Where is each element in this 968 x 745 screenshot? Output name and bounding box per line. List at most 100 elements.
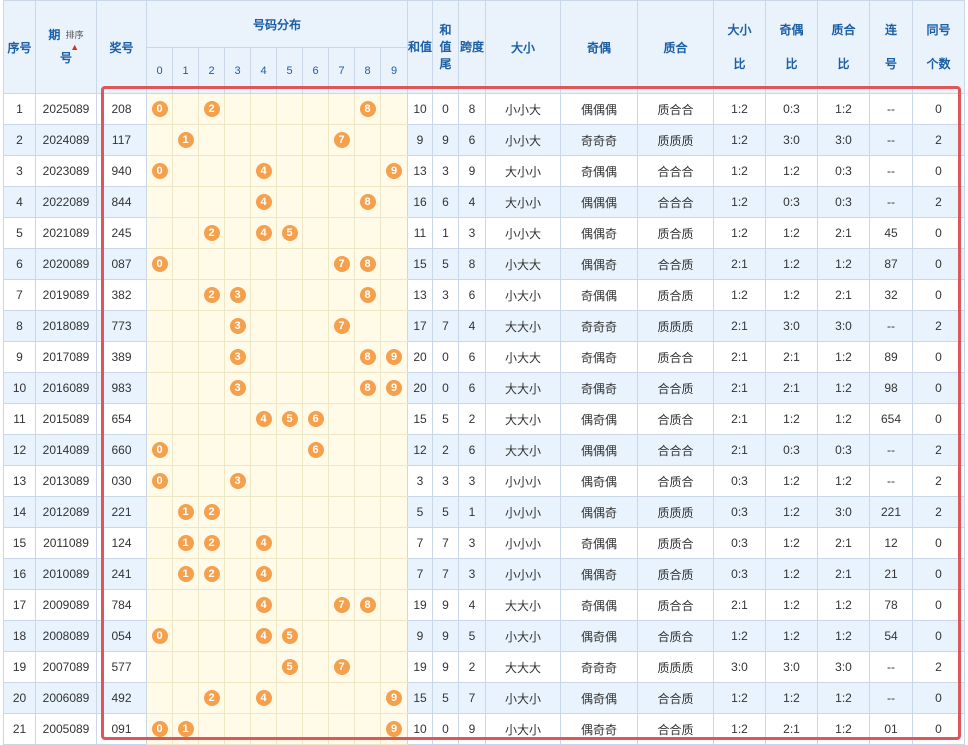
cell-oe-ratio: 2:1 <box>765 713 818 745</box>
cell-distribution-5: 5 <box>276 651 303 683</box>
cell-same-count: 0 <box>912 155 965 187</box>
cell-big-small: 小小小 <box>485 558 561 590</box>
cell-consecutive: -- <box>869 155 913 187</box>
cell-consecutive: 21 <box>869 558 913 590</box>
cell-same-count: 2 <box>912 651 965 683</box>
cell-distribution-7 <box>328 465 355 497</box>
cell-distribution-2: 2 <box>198 527 225 559</box>
table-row: 10 2016089 983 3 8 9 20 0 6 大大小 奇偶奇 合合质 2:1 2:1 1:2 98 0 <box>3 372 965 404</box>
number-ball: 0 <box>151 628 168 644</box>
cell-bs-ratio: 2:1 <box>713 589 766 621</box>
table-row: 7 2019089 382 2 3 8 13 3 6 小大小 奇偶偶 质合质 1:2 1:2 2:1 32 0 <box>3 279 965 311</box>
cell-oe-ratio: 1:2 <box>765 217 818 249</box>
cell-distribution-4: 4 <box>250 527 277 559</box>
cell-distribution-3 <box>224 124 251 156</box>
digit-header-1: 1 <box>172 47 199 94</box>
cell-distribution-6 <box>302 93 329 125</box>
col-header-distribution: 号码分布 <box>146 0 408 48</box>
col-header-period[interactable]: 期 排序 ▲ 号 <box>35 0 97 94</box>
cell-distribution-8: 8 <box>354 248 381 280</box>
cell-oe-ratio: 0:3 <box>765 186 818 218</box>
cell-distribution-0: 0 <box>146 155 173 187</box>
digit-header-0: 0 <box>146 47 173 94</box>
cell-distribution-6 <box>302 558 329 590</box>
cell-same-count: 0 <box>912 217 965 249</box>
number-ball: 8 <box>359 287 376 303</box>
cell-sum-tail: 9 <box>432 589 459 621</box>
cell-period: 2015089 <box>35 403 97 435</box>
cell-oe-ratio: 1:2 <box>765 496 818 528</box>
cell-sum-tail: 0 <box>432 341 459 373</box>
cell-distribution-0 <box>146 186 173 218</box>
cell-distribution-1 <box>172 465 199 497</box>
cell-pc-ratio: 0:3 <box>817 186 870 218</box>
cell-distribution-0 <box>146 496 173 528</box>
cell-prize: 208 <box>96 93 147 125</box>
cell-distribution-8: 8 <box>354 589 381 621</box>
cell-distribution-3 <box>224 155 251 187</box>
cell-distribution-1 <box>172 310 199 342</box>
number-ball: 6 <box>307 411 324 427</box>
cell-distribution-5 <box>276 434 303 466</box>
cell-sum-tail: 9 <box>432 651 459 683</box>
cell-big-small: 小小大 <box>485 217 561 249</box>
cell-span: 6 <box>458 372 486 404</box>
cell-consecutive: -- <box>869 310 913 342</box>
cell-oe-ratio: 1:2 <box>765 558 818 590</box>
cell-distribution-3 <box>224 93 251 125</box>
number-ball: 3 <box>229 380 246 396</box>
cell-distribution-7 <box>328 620 355 652</box>
cell-same-count: 2 <box>912 186 965 218</box>
cell-sum: 17 <box>407 310 433 342</box>
cell-distribution-0 <box>146 124 173 156</box>
cell-distribution-3: 3 <box>224 341 251 373</box>
cell-bs-ratio: 2:1 <box>713 434 766 466</box>
number-ball: 2 <box>203 566 220 582</box>
table-row: 2 2024089 117 1 7 9 9 6 小小大 奇奇奇 质质质 1:2 3:0 3:0 -- 2 <box>3 124 965 156</box>
cell-distribution-9 <box>380 279 408 311</box>
cell-distribution-5 <box>276 248 303 280</box>
cell-big-small: 大大小 <box>485 434 561 466</box>
cell-distribution-3 <box>224 217 251 249</box>
cell-period: 2008089 <box>35 620 97 652</box>
cell-distribution-9: 9 <box>380 341 408 373</box>
cell-seq: 15 <box>3 527 36 559</box>
cell-span: 8 <box>458 248 486 280</box>
number-ball: 3 <box>229 318 246 334</box>
cell-prize: 030 <box>96 465 147 497</box>
table-row: 6 2020089 087 0 7 8 15 5 8 小大大 偶偶奇 合合质 2:1 1:2 1:2 87 0 <box>3 248 965 280</box>
cell-pc-ratio: 3:0 <box>817 651 870 683</box>
digit-header-2: 2 <box>198 47 225 94</box>
cell-distribution-9 <box>380 248 408 280</box>
cell-distribution-7 <box>328 496 355 528</box>
cell-distribution-1 <box>172 93 199 125</box>
cell-pc-ratio: 2:1 <box>817 527 870 559</box>
number-ball: 3 <box>229 349 246 365</box>
col-header-sum: 和值 <box>407 0 433 94</box>
number-ball: 5 <box>281 628 298 644</box>
cell-sum-tail: 9 <box>432 124 459 156</box>
cell-span: 9 <box>458 155 486 187</box>
cell-prize: 773 <box>96 310 147 342</box>
cell-distribution-7 <box>328 558 355 590</box>
cell-distribution-1: 1 <box>172 527 199 559</box>
cell-distribution-0 <box>146 310 173 342</box>
cell-prime-composite: 合合合 <box>637 434 714 466</box>
cell-span: 3 <box>458 217 486 249</box>
cell-distribution-4 <box>250 279 277 311</box>
cell-odd-even: 偶偶奇 <box>560 558 638 590</box>
cell-distribution-8: 8 <box>354 93 381 125</box>
cell-prize: 784 <box>96 589 147 621</box>
cell-bs-ratio: 2:1 <box>713 372 766 404</box>
cell-prime-composite: 质质质 <box>637 496 714 528</box>
cell-oe-ratio: 2:1 <box>765 341 818 373</box>
cell-distribution-1 <box>172 372 199 404</box>
cell-distribution-9 <box>380 651 408 683</box>
cell-distribution-9: 9 <box>380 372 408 404</box>
cell-prime-composite: 合合质 <box>637 682 714 714</box>
sort-button[interactable]: 排序 ▲ <box>65 30 84 52</box>
cell-odd-even: 奇偶偶 <box>560 589 638 621</box>
number-ball: 3 <box>229 473 246 489</box>
cell-prize: 660 <box>96 434 147 466</box>
cell-distribution-3 <box>224 558 251 590</box>
